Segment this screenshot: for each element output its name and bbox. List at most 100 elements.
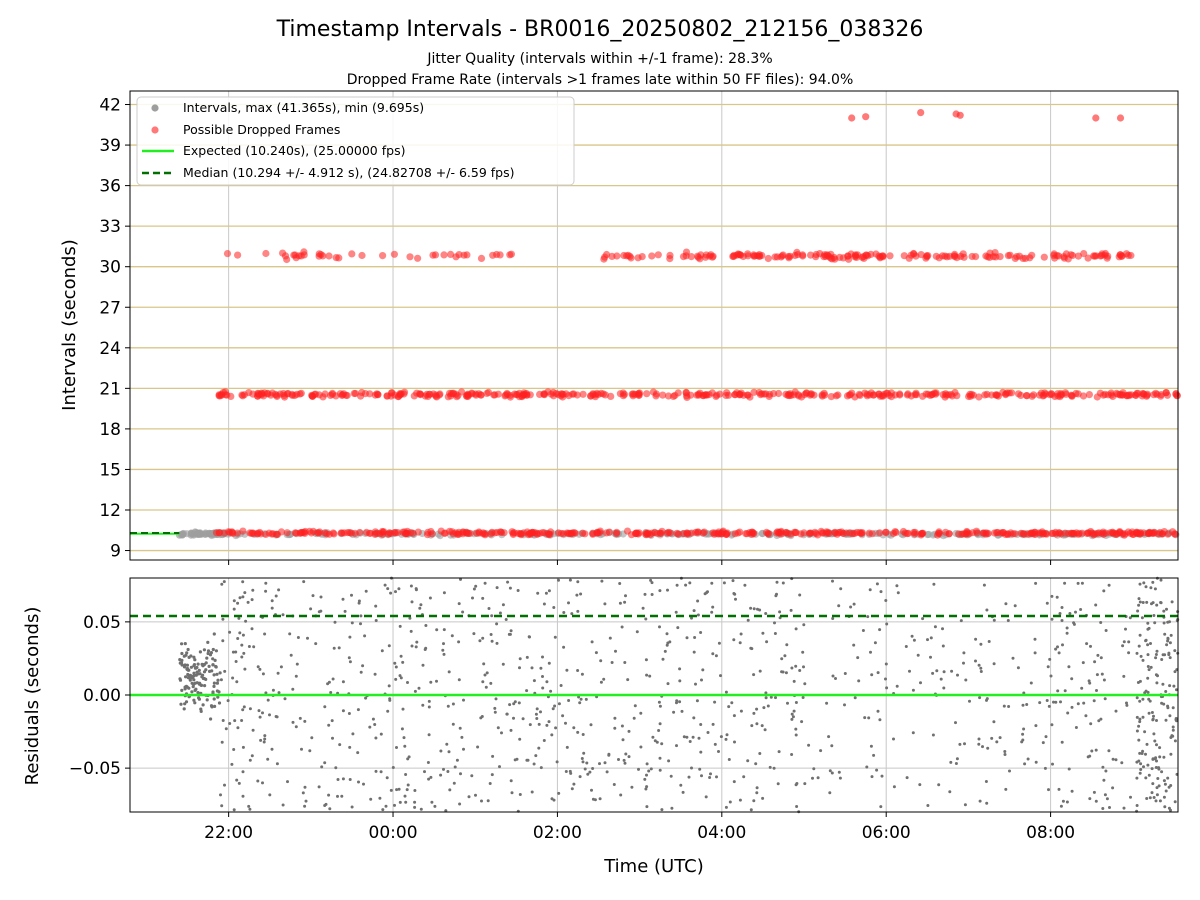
residual-point [908, 669, 911, 673]
dropped-frame-point [1116, 391, 1125, 399]
residual-point [261, 781, 264, 785]
residual-point [1160, 770, 1164, 774]
dropped-frame-point [603, 250, 611, 259]
dropped-frame-point [709, 252, 717, 260]
residual-point [1054, 647, 1058, 651]
residual-point [644, 658, 648, 662]
residual-point [444, 809, 448, 813]
residual-point [1022, 727, 1026, 731]
residual-point [192, 655, 196, 659]
dropped-frame-point [818, 391, 826, 399]
residual-point [478, 639, 482, 643]
residual-point [756, 607, 759, 611]
residual-point [542, 739, 546, 742]
residual-point [286, 780, 289, 784]
residual-point [1175, 688, 1178, 692]
residual-point [749, 606, 753, 610]
residual-point [658, 704, 662, 708]
residual-point [1034, 760, 1038, 764]
residual-point [530, 790, 534, 794]
residual-point [714, 654, 718, 658]
residual-point [1004, 602, 1008, 606]
residual-point [215, 672, 219, 676]
residual-point [518, 666, 521, 670]
residual-point [413, 800, 417, 804]
residual-point [235, 680, 239, 684]
residual-point [839, 587, 843, 591]
residual-point [1092, 699, 1096, 703]
intervals-y-tick-label: 9 [110, 542, 121, 562]
dropped-frame-point [1121, 530, 1129, 538]
residual-point [264, 581, 268, 585]
residual-point [472, 587, 476, 591]
residual-point [613, 716, 617, 720]
dropped-frame-point [942, 528, 950, 536]
residual-point [1104, 629, 1108, 632]
residual-point [535, 717, 539, 720]
residual-point [675, 699, 679, 703]
residual-point [1025, 703, 1029, 706]
residual-point [232, 607, 236, 611]
residual-point [1143, 691, 1147, 695]
residual-point [483, 581, 487, 585]
residual-point [430, 800, 434, 804]
residual-point [1140, 616, 1144, 620]
residual-point [386, 709, 390, 713]
dropped-frame-point [1011, 254, 1019, 262]
dropped-frame-point [748, 530, 756, 538]
residual-point [791, 715, 795, 719]
residual-point [1141, 697, 1145, 701]
residual-point [773, 632, 777, 635]
residual-point [498, 765, 501, 769]
residual-point [395, 788, 399, 792]
residual-point [212, 673, 216, 677]
dropped-frame-point [612, 530, 621, 538]
residual-point [369, 797, 373, 801]
residual-point [738, 641, 742, 645]
residual-point [1146, 676, 1150, 680]
residual-point [1162, 795, 1166, 799]
residual-point [248, 707, 252, 711]
residual-point [1142, 581, 1146, 585]
residual-point [300, 747, 303, 751]
residual-point [487, 607, 491, 610]
residual-point [228, 630, 232, 634]
residual-point [802, 665, 805, 669]
residual-point [852, 643, 856, 647]
residual-point [250, 754, 254, 758]
residual-point [1152, 796, 1156, 799]
residual-point [724, 690, 728, 694]
residual-point [384, 804, 388, 808]
residual-point [618, 582, 622, 585]
residual-point [774, 696, 777, 700]
residual-point [1063, 689, 1067, 693]
residual-point [1125, 701, 1128, 705]
residual-point [963, 803, 967, 807]
dropped-frame-point [674, 389, 682, 397]
residual-point [494, 697, 498, 701]
residual-point [1060, 619, 1064, 622]
residual-point [700, 678, 703, 682]
residuals-reference-lines [130, 614, 1178, 697]
residual-point [232, 599, 236, 603]
dropped-frame-point [816, 250, 824, 258]
intervals-y-tick-label: 39 [99, 136, 121, 156]
residual-point [213, 704, 217, 709]
residual-point [530, 666, 534, 670]
residual-point [186, 647, 190, 652]
residual-point [216, 678, 220, 682]
dropped-frame-point [519, 391, 527, 399]
residuals-y-axis-label: Residuals (seconds) [22, 607, 43, 786]
residual-point [637, 767, 640, 771]
residual-point [210, 705, 214, 709]
residual-point [1162, 779, 1166, 783]
residual-point [495, 586, 499, 590]
dropped-frame-point [992, 253, 1000, 261]
dropped-frame-point [992, 391, 1001, 399]
residual-point [1150, 602, 1153, 606]
dropped-frame-point [1072, 389, 1080, 398]
residual-point [933, 625, 937, 629]
dropped-frame-point [293, 390, 301, 398]
residual-point [340, 794, 344, 798]
residual-point [215, 681, 219, 685]
